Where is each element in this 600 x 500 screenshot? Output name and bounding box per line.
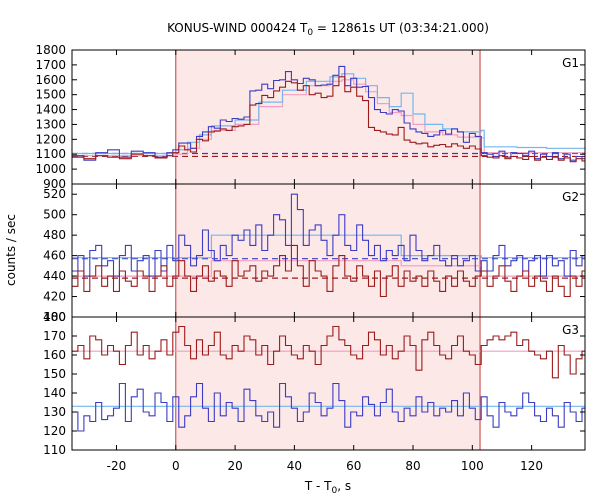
y-tick-label: 1100 [35, 147, 66, 161]
chart-title-sub: 0 [307, 28, 313, 38]
y-tick-label: 170 [43, 329, 66, 343]
x-tick-label: 100 [461, 459, 484, 473]
y-tick-label: 180 [43, 310, 66, 324]
y-tick-label: 120 [43, 424, 66, 438]
x-tick-label: 40 [287, 459, 302, 473]
y-tick-label: 150 [43, 367, 66, 381]
y-tick-label: 1500 [35, 88, 66, 102]
x-tick-label: 60 [346, 459, 361, 473]
x-axis-label-suffix: , s [337, 479, 351, 493]
y-tick-label: 1800 [35, 43, 66, 57]
panel-label: G3 [562, 323, 579, 337]
panel-label: G2 [562, 190, 579, 204]
x-tick-label: 80 [405, 459, 420, 473]
y-tick-label: 1000 [35, 162, 66, 176]
y-tick-label: 130 [43, 405, 66, 419]
x-tick-label: 0 [172, 459, 180, 473]
y-tick-label: 480 [43, 228, 66, 242]
panel-label: G1 [562, 56, 579, 70]
chart-title-prefix: KONUS-WIND 000424 T [167, 21, 308, 35]
y-tick-label: 1400 [35, 103, 66, 117]
x-tick-label: 20 [227, 459, 242, 473]
y-axis-label: counts / sec [4, 214, 18, 286]
chart-title: KONUS-WIND 000424 T0 = 12861s UT (03:34:… [167, 21, 489, 38]
blue-data-series [72, 193, 585, 277]
panel-g3: 110 120 130 140 150 160 170 180 G3 [43, 310, 586, 457]
panel-frame [71, 316, 586, 451]
red-data-series [72, 325, 585, 379]
y-tick-label: 500 [43, 208, 66, 222]
blue-data-series [72, 382, 585, 432]
pink-fit-series [72, 79, 586, 157]
x-axis-label-prefix: T - T [304, 479, 332, 493]
y-tick-label: 400 [43, 310, 66, 324]
y-tick-label: 420 [43, 290, 66, 304]
red-data-series [72, 244, 585, 298]
x-tick-label: -20 [107, 459, 127, 473]
y-tick-label: 520 [43, 187, 66, 201]
panel-g2: 400 420 440 460 480 500 520 G2 [43, 183, 586, 324]
y-tick-label: 140 [43, 386, 66, 400]
y-tick-label: 460 [43, 249, 66, 263]
y-tick-label: 110 [43, 443, 66, 457]
y-tick-label: 440 [43, 269, 66, 283]
y-tick-label: 160 [43, 348, 66, 362]
y-tick-label: 1300 [35, 117, 66, 131]
shaded-interval [175, 50, 481, 450]
x-tick-label: 120 [520, 459, 543, 473]
y-tick-label: 1600 [35, 73, 66, 87]
plot-layer: 900100011001200130014001500160017001800G… [35, 43, 586, 473]
y-tick-label: 900 [43, 177, 66, 191]
x-axis-label: T - T0, s [304, 479, 351, 496]
chart-title-suffix: = 12861s UT (03:34:21.000) [313, 21, 489, 35]
y-tick-label: 1700 [35, 58, 66, 72]
x-axis-label-sub: 0 [332, 486, 338, 496]
light-blue-fit-series [72, 73, 586, 155]
red-data-series [72, 76, 585, 163]
y-tick-label: 1200 [35, 132, 66, 146]
